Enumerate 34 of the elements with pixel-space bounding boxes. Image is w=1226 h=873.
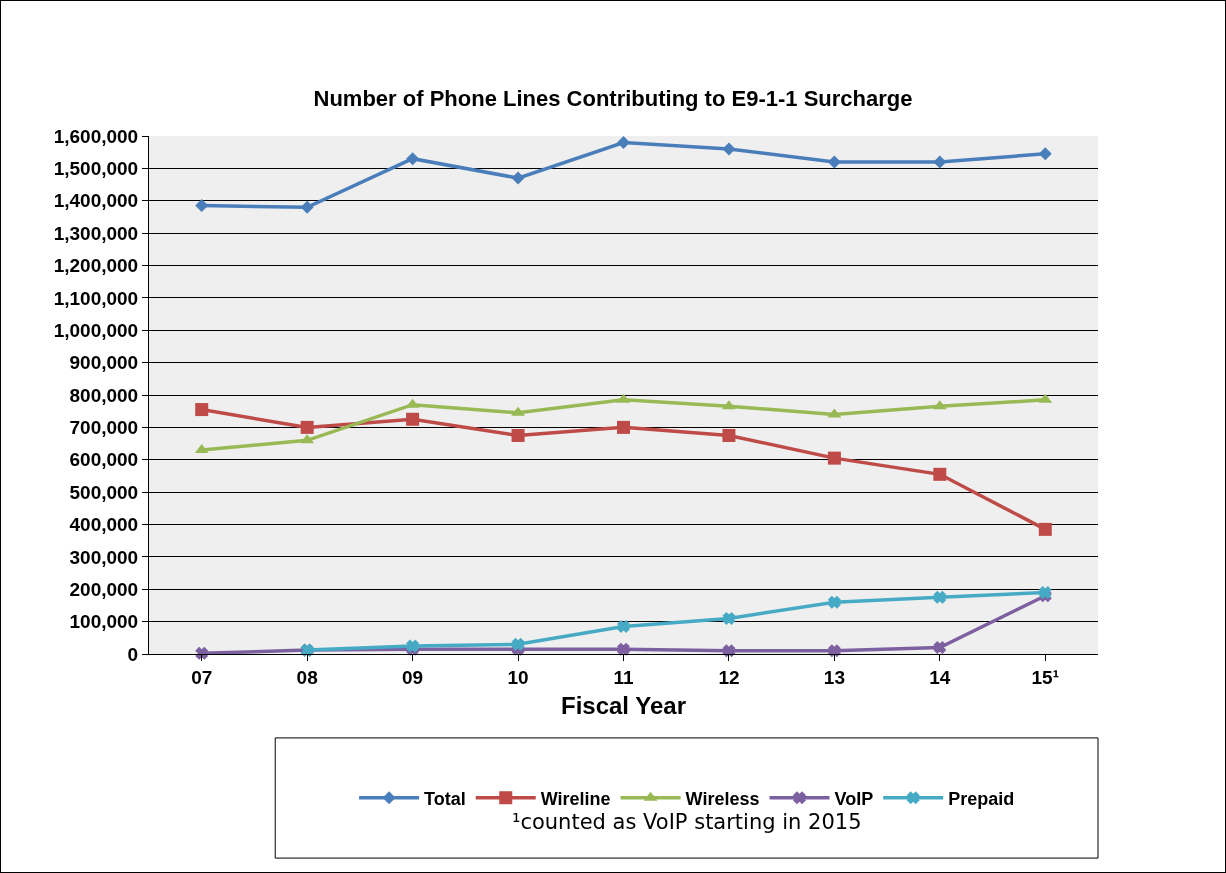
x-tick-label: 07 bbox=[191, 666, 213, 688]
x-tick-label: 10 bbox=[507, 666, 529, 688]
chart-title: Number of Phone Lines Contributing to E9-1-1 Surcharge bbox=[313, 86, 913, 112]
y-tick-label: 100,000 bbox=[69, 611, 139, 633]
y-tick-label: 300,000 bbox=[69, 546, 139, 568]
legend-label: Prepaid bbox=[948, 788, 1015, 809]
y-tick-label: 0 bbox=[127, 643, 139, 665]
y-tick-label: 1,300,000 bbox=[53, 222, 139, 244]
x-tick-label: 12 bbox=[718, 666, 740, 688]
y-tick-label: 1,000,000 bbox=[53, 319, 139, 341]
legend-label: Wireline bbox=[540, 788, 611, 809]
x-tick-label: 14 bbox=[929, 666, 951, 688]
y-tick-label: 700,000 bbox=[69, 417, 139, 439]
x-tick-label: 15¹ bbox=[1031, 666, 1060, 688]
x-tick-label: 11 bbox=[613, 666, 634, 688]
y-tick-label: 400,000 bbox=[69, 514, 139, 536]
y-tick-label: 1,500,000 bbox=[53, 158, 139, 180]
y-tick-label: 200,000 bbox=[69, 578, 139, 600]
x-tick-label: 13 bbox=[823, 666, 845, 688]
text: ¹counted as VoIP starting in 2015 bbox=[512, 810, 862, 834]
y-tick-label: 800,000 bbox=[69, 384, 139, 406]
x-tick-label: 08 bbox=[296, 666, 318, 688]
y-tick-label: 1,200,000 bbox=[53, 255, 139, 277]
y-tick-label: 1,600,000 bbox=[53, 125, 139, 147]
x-tick-label: 09 bbox=[402, 666, 424, 688]
y-tick-label: 1,100,000 bbox=[53, 287, 139, 309]
y-tick-label: 500,000 bbox=[69, 481, 139, 503]
y-tick-label: 1,400,000 bbox=[53, 190, 139, 212]
x-axis-title: Fiscal Year bbox=[561, 692, 686, 720]
legend-label: Wireless bbox=[685, 788, 760, 809]
legend-label: VoIP bbox=[834, 788, 874, 809]
y-tick-label: 600,000 bbox=[69, 449, 139, 471]
legend-label: Total bbox=[424, 788, 466, 809]
y-tick-label: 900,000 bbox=[69, 352, 139, 374]
